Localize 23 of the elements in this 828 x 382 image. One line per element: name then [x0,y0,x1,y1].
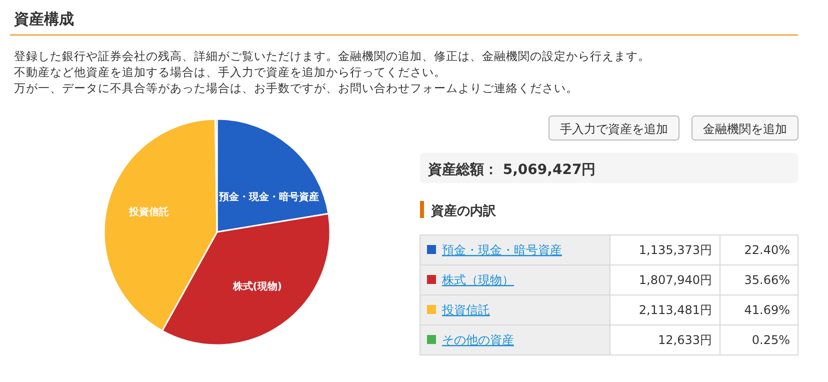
text: 22.40% [744,243,790,257]
legend-label: 株式（現物） [441,273,514,287]
text: 2,113,481円 [638,303,712,317]
legend-label: その他の資産 [442,333,514,347]
text: 資産総額： 5,069,427円 [427,161,596,178]
slice-label: 投資信託 [128,206,170,218]
legend-label: 預金・現金・暗号資産 [442,243,562,257]
text: 登録した銀行や証券会社の残高、詳細がご覧いただけます。金融機関の追加、修正は、金融機関の設定から行えます。 [14,49,650,63]
text: 35.66% [744,273,790,287]
text: 1,807,940円 [638,273,712,287]
text: 株式(現物) [232,281,282,292]
text: 0.25% [752,333,790,347]
text: 金融機関を追加 [703,122,787,136]
text: 手入力で資産を追加 [560,122,668,136]
slice-label: 預金・現金・暗号資産 [218,191,319,203]
text: 資産の内訳 [430,203,497,219]
text: 不動産など他資産を追加する場合は、手入力で資産を追加から行ってください。 [14,65,446,79]
text: 万が一、データに不具合等があった場合は、お手数ですが、お問い合わせフォームよりご連絡ください。 [14,81,578,95]
legend-label: 投資信託 [441,303,490,317]
chart-title: 資産構成 [13,10,74,28]
text: 12,633円 [658,333,712,347]
text: 41.69% [744,303,790,317]
text: 1,135,373円 [638,243,712,257]
